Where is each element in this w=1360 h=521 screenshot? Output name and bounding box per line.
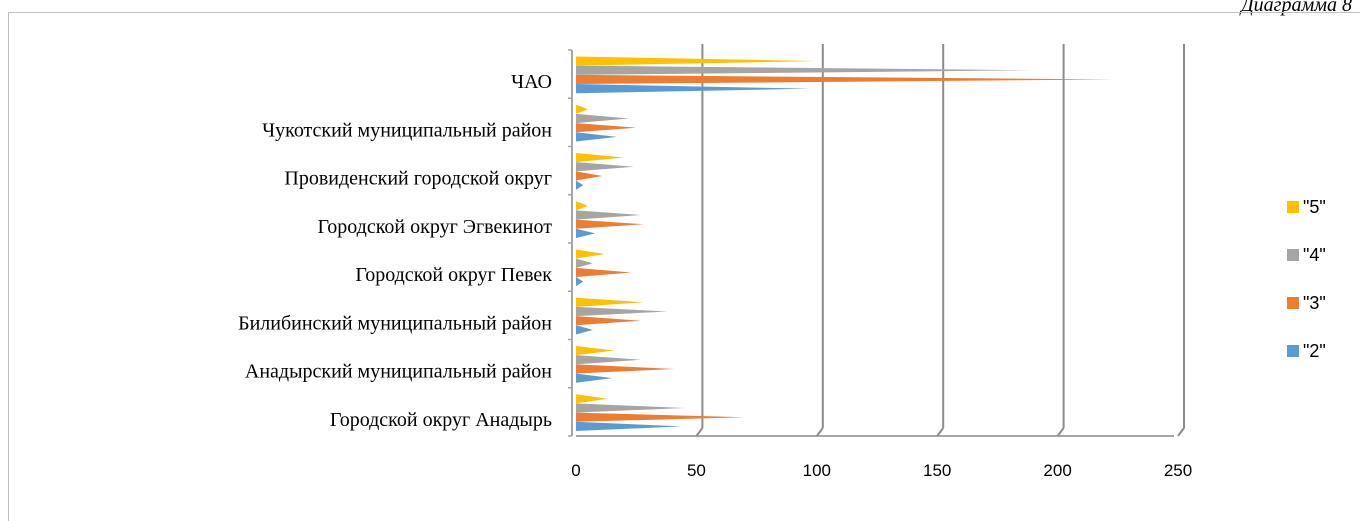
x-tick-label: 100 [803,461,831,480]
bar-0-5 [576,181,583,190]
bar-1-6 [576,123,636,132]
bar-3-4 [576,201,588,210]
category-label: ЧАО [511,71,552,93]
bar-0-4 [576,229,595,238]
bar-3-5 [576,153,624,162]
bar-0-0 [576,422,682,431]
x-tick-label: 250 [1164,461,1192,480]
legend-label: "2" [1303,341,1326,362]
category-label: Билибинский муниципальный район [238,312,552,334]
bar-1-4 [576,220,643,229]
category-label: Анадырский муниципальный район [245,361,552,383]
legend-label: "4" [1303,245,1326,266]
legend-swatch [1287,249,1299,261]
legend-swatch [1287,345,1299,357]
category-label: Городской округ Певек [355,264,552,286]
bar-3-1 [576,346,615,355]
bar-1-0 [576,413,745,422]
bar-1-1 [576,364,675,373]
bar-2-0 [576,403,684,412]
bar-2-4 [576,210,641,219]
bar-0-1 [576,374,612,383]
gridline-foot [1058,428,1064,436]
bar-0-2 [576,325,593,334]
bar-3-6 [576,105,588,114]
category-label: Городской округ Эгвекинот [317,216,552,238]
legend-item: "3" [1287,279,1326,327]
legend-label: "3" [1303,293,1326,314]
bar-2-6 [576,114,629,123]
bar-2-2 [576,307,668,316]
bar-0-7 [576,84,810,93]
bar-2-5 [576,162,634,171]
gridline-foot [937,428,943,436]
legend-item: "4" [1287,231,1326,279]
legend-swatch [1287,297,1299,309]
chart-legend: "5" "4" "3" "2" [1287,183,1326,375]
bar-1-7 [576,75,1113,84]
legend-item: "2" [1287,327,1326,375]
bar-0-3 [576,277,583,286]
bar-2-7 [576,66,1034,75]
bar-2-3 [576,259,593,268]
bar-2-1 [576,355,641,364]
category-label: Чукотский муниципальный район [262,119,552,141]
category-label: Провиденский городской округ [284,168,552,190]
bar-3-7 [576,56,817,65]
gridline-foot [696,428,702,436]
x-tick-label: 50 [687,461,706,480]
gridline-foot [1178,428,1184,436]
bar-1-3 [576,268,631,277]
bar-3-3 [576,249,605,258]
legend-swatch [1287,201,1299,213]
legend-label: "5" [1303,197,1326,218]
category-label: Городской округ Анадырь [330,409,552,431]
bar-1-2 [576,316,641,325]
gridline-foot [817,428,823,436]
bar-0-6 [576,132,617,141]
bar-3-2 [576,298,643,307]
x-tick-label: 0 [571,461,580,480]
bar-3-0 [576,394,607,403]
x-tick-label: 150 [923,461,951,480]
bar-1-5 [576,171,602,180]
legend-item: "5" [1287,183,1326,231]
x-tick-label: 200 [1043,461,1071,480]
